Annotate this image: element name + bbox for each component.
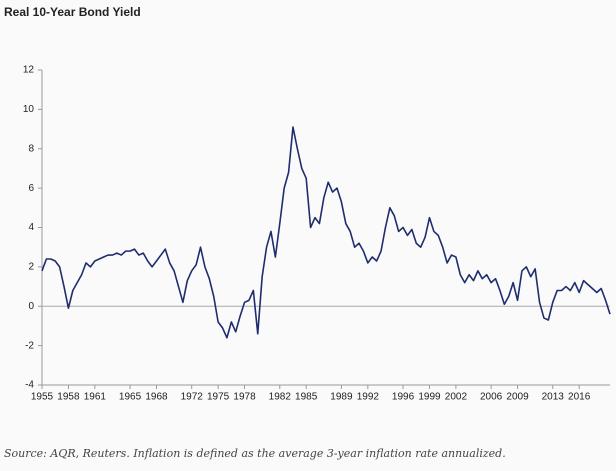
x-tick-label: 1989 [330,392,353,403]
chart-title: Real 10-Year Bond Yield [4,5,141,19]
y-tick-label: 10 [23,104,35,115]
x-tick-label: 2006 [480,392,503,403]
x-tick-label: 1996 [392,392,415,403]
x-tick-label: 1968 [145,392,168,403]
x-tick-label: 1961 [84,392,107,403]
x-tick-label: 1972 [181,392,204,403]
x-tick-label: 2016 [568,392,591,403]
x-tick-label: 1982 [269,392,292,403]
y-tick-label: 0 [28,301,34,312]
x-tick-label: 1965 [119,392,142,403]
y-tick-label: 12 [23,65,35,76]
y-tick-label: -4 [25,380,34,391]
series-line [41,126,611,339]
y-tick-label: 4 [28,222,34,233]
x-tick-label: 1985 [295,392,318,403]
x-tick-label: 1992 [357,392,380,403]
x-tick-label: 2013 [542,392,565,403]
x-tick-label: 1999 [418,392,441,403]
footnote: Source: AQR, Reuters. Inflation is defin… [4,447,506,460]
x-tick-label: 1975 [207,392,230,403]
x-tick-label: 1955 [31,392,54,403]
x-tick-label: 1958 [57,392,80,403]
y-tick-label: 6 [28,183,34,194]
y-tick-label: 2 [28,262,34,273]
x-tick-label: 2002 [445,392,468,403]
y-tick-label: 8 [28,143,34,154]
x-tick-label: 2009 [506,392,529,403]
x-tick-label: 1978 [233,392,256,403]
y-tick-label: -2 [25,340,34,351]
